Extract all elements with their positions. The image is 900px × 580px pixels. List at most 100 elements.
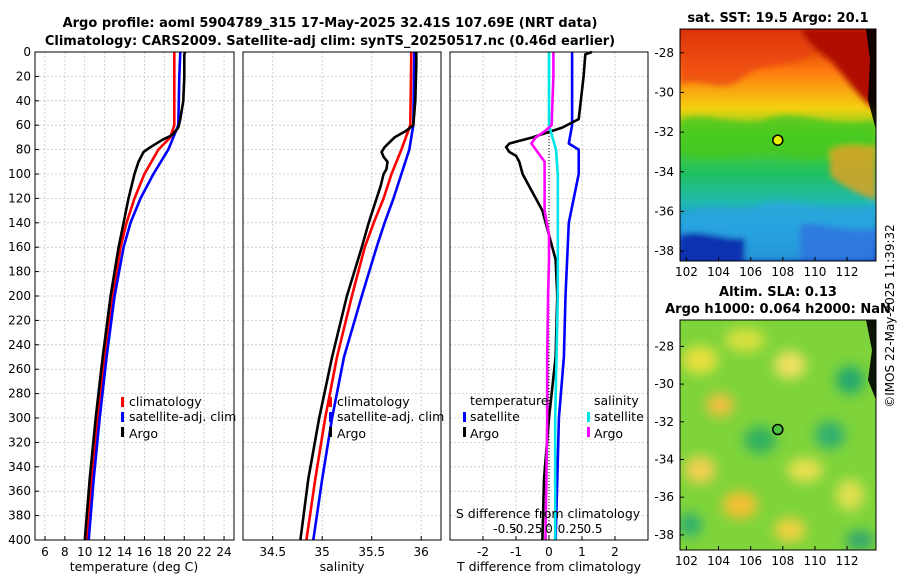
map-x-tick-label: 108 xyxy=(771,265,794,279)
legend-label-temp-satellite: satellite xyxy=(470,409,520,424)
salinity-panel: 34.5 35 35.5 36 salinity climatology satell… xyxy=(242,51,444,574)
map-y-tick-label: -30 xyxy=(654,377,674,391)
map-x-tick-label: 110 xyxy=(803,265,826,279)
x-tick-label: 36 xyxy=(414,545,429,559)
series-line-salinity-argo xyxy=(530,52,555,541)
legend-label-temp-argo: Argo xyxy=(470,426,499,441)
x-tick-label: 20 xyxy=(177,545,192,559)
s-tick-label: 0.5 xyxy=(583,522,602,536)
x-tick-label: 18 xyxy=(157,545,172,559)
map-y-tick-label: -28 xyxy=(654,339,674,353)
x-tick-label: 2 xyxy=(611,545,619,559)
salinity-legend: climatology satellite-adj. clim Argo xyxy=(329,394,444,441)
legend-label-climatology: climatology xyxy=(129,394,202,409)
y-tick-label: 140 xyxy=(8,216,31,230)
series-line-climatology xyxy=(305,51,413,541)
temperature-xlabel: temperature (deg C) xyxy=(70,559,199,574)
legend-swatch-argo xyxy=(121,427,124,437)
x-tick-label: 10 xyxy=(77,545,92,559)
legend-swatch-satellite xyxy=(329,412,332,422)
map-x-tick-label: 106 xyxy=(739,265,762,279)
y-tick-label: 380 xyxy=(8,509,31,523)
temperature-panel: 6 8 10 12 14 16 18 20 22 24 0 20 40 60 80 100 120 140 160… xyxy=(8,45,236,574)
series-line-argo xyxy=(299,52,418,541)
y-tick-label: 360 xyxy=(8,484,31,498)
y-tick-label: 60 xyxy=(16,118,31,132)
legend-title-temperature: temperature xyxy=(470,393,549,408)
map-y-tick-label: -34 xyxy=(654,453,674,467)
map-x-tick-label: 112 xyxy=(836,554,859,568)
map-x-tick-label: 108 xyxy=(771,554,794,568)
argo-location-marker xyxy=(772,134,784,146)
map-x-tick-label: 112 xyxy=(836,265,859,279)
legend-label-climatology: climatology xyxy=(337,394,410,409)
t-difference-xlabel: T difference from climatology xyxy=(456,559,642,574)
y-tick-label: 220 xyxy=(8,313,31,327)
y-tick-label: 40 xyxy=(16,94,31,108)
y-tick-label: 20 xyxy=(16,69,31,83)
legend-swatch-sal-satellite xyxy=(587,412,590,422)
legend-swatch-temp-argo xyxy=(463,427,466,437)
map-x-tick-label: 102 xyxy=(675,554,698,568)
sla-map-frame xyxy=(679,319,877,551)
sst-map-title: sat. SST: 19.5 Argo: 20.1 xyxy=(687,11,868,26)
x-tick-label: 16 xyxy=(137,545,152,559)
map-y-tick-label: -36 xyxy=(654,490,674,504)
sla-map-title-line1: Altim. SLA: 0.13 xyxy=(719,285,837,300)
x-tick-label: -2 xyxy=(477,545,489,559)
map-y-tick-label: -32 xyxy=(654,125,674,139)
sla-map-title-line2: Argo h1000: 0.064 h2000: NaN xyxy=(665,302,891,317)
argo-location-marker xyxy=(772,423,784,436)
y-tick-label: 320 xyxy=(8,435,31,449)
salinity-x-ticks: 34.5 35 35.5 36 xyxy=(259,536,429,559)
map-x-tick-label: 110 xyxy=(803,554,826,568)
map-y-tick-label: -28 xyxy=(654,46,674,60)
figure-title-line2: Climatology: CARS2009. Satellite-adj cli… xyxy=(45,34,615,49)
sla-map-y-ticks: -28 -30 -32 -34 -36 -38 xyxy=(654,339,684,542)
map-x-tick-label: 102 xyxy=(675,265,698,279)
sst-field xyxy=(680,29,876,261)
y-tick-label: 240 xyxy=(8,338,31,352)
x-tick-label: 1 xyxy=(578,545,586,559)
y-tick-label: 340 xyxy=(8,460,31,474)
series-line-temperature-satellite xyxy=(554,52,581,541)
legend-label-satellite: satellite-adj. clim xyxy=(337,409,444,424)
s-tick-label: 0 xyxy=(545,522,553,536)
s-tick-label: -0.25 xyxy=(511,522,542,536)
y-tick-label: 280 xyxy=(8,387,31,401)
difference-s-ticks: -0.5-0.25 0 0.25 0.5 xyxy=(493,522,602,536)
temperature-lines xyxy=(83,51,187,541)
imos-credit: ©IMOS 22-May-2025 11:39:32 xyxy=(883,224,897,408)
x-tick-label: 22 xyxy=(197,545,212,559)
temperature-legend: climatology satellite-adj. clim Argo xyxy=(121,394,236,441)
series-line-argo xyxy=(83,51,187,541)
legend-title-salinity: salinity xyxy=(594,393,639,408)
map-y-tick-label: -38 xyxy=(654,528,674,542)
legend-swatch-temp-satellite xyxy=(463,412,466,422)
legend-swatch-satellite xyxy=(121,412,124,422)
salinity-xlabel: salinity xyxy=(320,559,365,574)
map-y-tick-label: -30 xyxy=(654,85,674,99)
legend-swatch-climatology xyxy=(121,397,124,407)
x-tick-label: 24 xyxy=(216,545,231,559)
legend-label-sal-satellite: satellite xyxy=(594,409,644,424)
legend-swatch-argo xyxy=(329,427,332,437)
y-tick-label: 120 xyxy=(8,191,31,205)
legend-label-argo: Argo xyxy=(337,426,366,441)
map-x-tick-label: 104 xyxy=(707,265,730,279)
y-tick-label: 180 xyxy=(8,265,31,279)
difference-t-ticks: -2 -1 0 1 2 xyxy=(477,536,619,559)
x-tick-label: 14 xyxy=(117,545,132,559)
y-tick-label: 80 xyxy=(16,143,31,157)
temperature-grid xyxy=(35,51,234,541)
sst-map: sat. SST: 19.5 Argo: 20.1 102 104 106 108 11… xyxy=(654,11,877,279)
figure-title-line1: Argo profile: aoml 5904789_315 17-May-20… xyxy=(63,16,598,31)
y-tick-label: 100 xyxy=(8,167,31,181)
sst-map-x-ticks: 102 104 106 108 110 112 xyxy=(675,257,859,279)
legend-label-satellite: satellite-adj. clim xyxy=(129,409,236,424)
legend-swatch-sal-argo xyxy=(587,427,590,437)
x-tick-label: 34.5 xyxy=(259,545,286,559)
sla-map-x-ticks: 102 104 106 108 110 112 xyxy=(675,546,859,568)
map-y-tick-label: -32 xyxy=(654,415,674,429)
